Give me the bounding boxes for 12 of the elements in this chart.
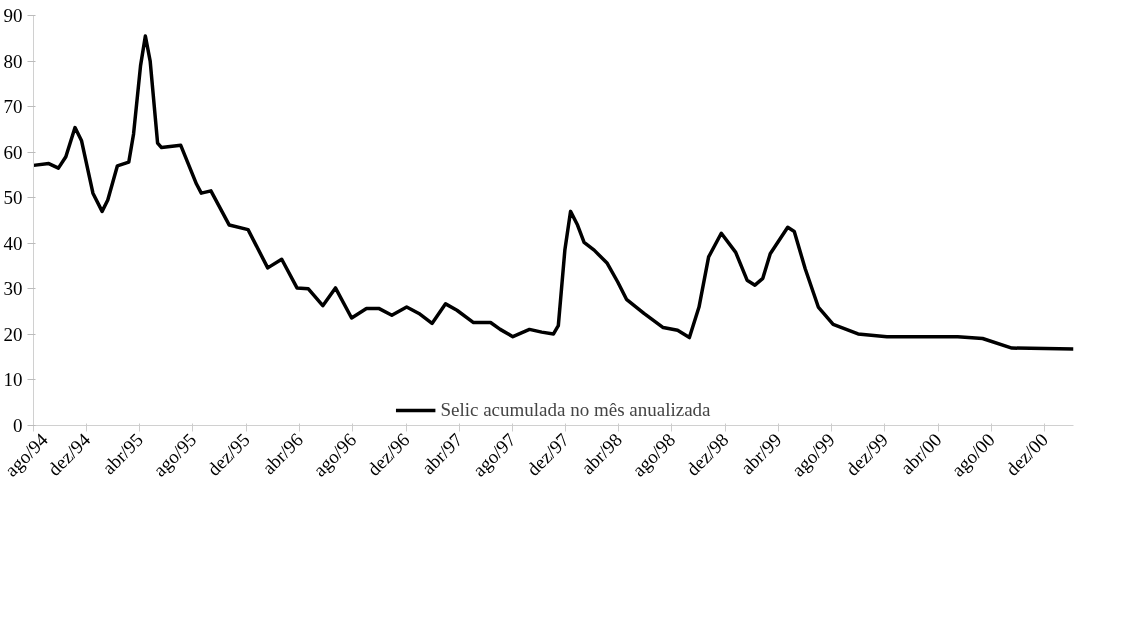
y-tick-label: 20 xyxy=(3,323,23,345)
y-tick-label: 40 xyxy=(3,232,23,254)
line-series xyxy=(33,34,1074,351)
y-tick-label: 60 xyxy=(3,141,23,163)
legend-label: Selic acumulada no mês anualizada xyxy=(440,399,711,421)
y-tick-label: 10 xyxy=(3,369,23,391)
y-tick-label: 70 xyxy=(3,96,23,118)
y-tick-label: 90 xyxy=(3,5,23,26)
y-tick-label: 30 xyxy=(3,278,23,300)
y-tick-label: 80 xyxy=(3,50,23,72)
y-tick-label: 0 xyxy=(13,415,23,436)
y-tick-label: 50 xyxy=(3,187,23,209)
